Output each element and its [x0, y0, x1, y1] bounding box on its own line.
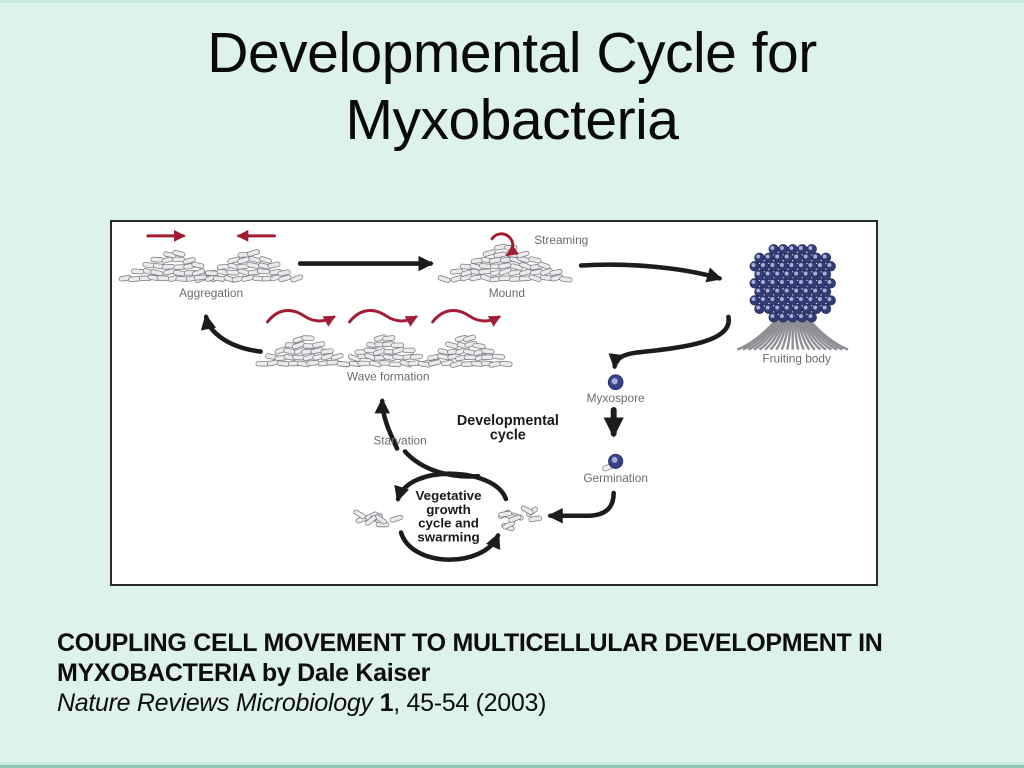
label-myxospore: Myxospore — [587, 391, 645, 405]
developmental-cycle-figure: Aggregation Streaming Mound Fruiting bod… — [110, 220, 878, 586]
label-developmental-cycle-line2: cycle — [490, 428, 526, 444]
arrow-fruiting-body-to-myxospore — [608, 314, 731, 370]
label-aggregation: Aggregation — [179, 286, 243, 300]
label-starvation: Starvation — [373, 434, 426, 448]
figure-labels: Aggregation Streaming Mound Fruiting bod… — [179, 233, 831, 545]
myxospore-icon — [607, 374, 624, 391]
citation-pages: , 45-54 (2003) — [393, 689, 547, 717]
slide-bottom-edge — [0, 765, 1024, 768]
red-arrows — [146, 229, 520, 327]
figure-canvas: Aggregation Streaming Mound Fruiting bod… — [118, 229, 849, 562]
citation-journal: Nature Reviews Microbiology — [57, 689, 373, 717]
slide-title: Developmental Cycle for Myxobacteria — [207, 21, 817, 152]
label-fruiting-body: Fruiting body — [762, 351, 831, 365]
citation-block: COUPLING CELL MOVEMENT TO MULTICELLULAR … — [57, 628, 1007, 718]
label-mound: Mound — [489, 286, 525, 300]
slide-bottom-soft-edge — [0, 762, 1024, 765]
aggregation-mound-right — [193, 249, 304, 283]
wave-red-arrow-2 — [348, 309, 418, 327]
arrow-mound-to-fruiting-body — [578, 262, 723, 283]
label-germination: Germination — [583, 471, 648, 485]
cycle-arc-bottom — [398, 530, 501, 562]
germination-icon — [602, 453, 624, 472]
swarm-cluster-left — [353, 509, 403, 528]
label-wave-formation: Wave formation — [347, 369, 430, 383]
wave-mound-1 — [255, 335, 351, 368]
streaming-circular-arrow — [490, 232, 520, 257]
slide-top-edge — [0, 0, 1024, 3]
cycle-arc-top — [394, 471, 509, 502]
citation-title-line2: MYXOBACTERIA by Dale Kaiser — [57, 659, 431, 687]
label-vegetative-line2: growth — [426, 502, 470, 517]
label-vegetative-line4: swarming — [417, 529, 479, 544]
arrow-starvation-to-wave-formation — [374, 397, 400, 451]
wave-mound-3 — [417, 334, 513, 368]
arrow-germination-to-cycle — [547, 490, 616, 524]
label-developmental-cycle-line1: Developmental — [457, 413, 559, 429]
citation-title-line1: COUPLING CELL MOVEMENT TO MULTICELLULAR … — [57, 629, 883, 657]
label-vegetative-line1: Vegetative — [415, 488, 481, 503]
arrow-wave-formation-to-aggregation — [200, 313, 263, 354]
wave-mound-2 — [336, 334, 433, 368]
citation-volume: 1 — [379, 689, 394, 717]
label-vegetative-line3: cycle and — [418, 516, 479, 531]
black-arrows — [200, 255, 731, 562]
streaming-mound — [437, 243, 573, 283]
cell-textures — [118, 243, 849, 532]
citation-journal-line: Nature Reviews Microbiology 1, 45-54 (200… — [57, 688, 1007, 718]
wave-red-arrow-3 — [431, 309, 502, 327]
swarm-cluster-right — [498, 505, 543, 532]
fruiting-body-graphic — [736, 244, 849, 351]
label-streaming: Streaming — [534, 233, 588, 247]
aggregation-mound-left — [118, 249, 226, 283]
wave-red-arrow-1 — [266, 309, 336, 327]
